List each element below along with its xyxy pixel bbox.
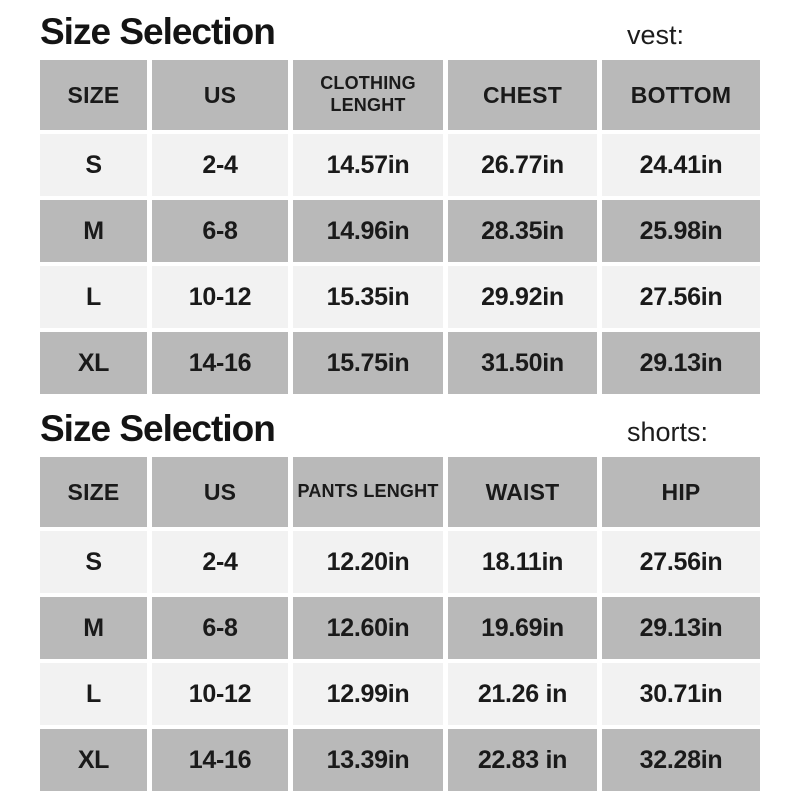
measurement-cell: 12.60in: [293, 597, 443, 659]
measurement-cell: 10-12: [152, 663, 288, 725]
measurement-cell: 31.50in: [448, 332, 597, 394]
size-label-cell: M: [40, 200, 147, 262]
measurement-cell: 30.71in: [602, 663, 760, 725]
measurement-cell: 29.13in: [602, 597, 760, 659]
shorts-size-section: Size Selection shorts: SIZE US PANTS LENGH…: [40, 407, 760, 791]
column-header: SIZE: [40, 457, 147, 527]
measurement-cell: 2-4: [152, 531, 288, 593]
size-label-cell: L: [40, 663, 147, 725]
column-header: HIP: [602, 457, 760, 527]
shorts-section-header: Size Selection shorts:: [40, 407, 760, 450]
measurement-cell: 2-4: [152, 134, 288, 196]
column-header: CLOTHING LENGHT: [293, 60, 443, 130]
measurement-cell: 14-16: [152, 729, 288, 791]
shorts-size-table: SIZE US PANTS LENGHT WAIST HIP S 2-4 12.20in 18.…: [40, 457, 760, 791]
column-header: WAIST: [448, 457, 597, 527]
vest-section-header: Size Selection vest:: [40, 10, 760, 53]
column-header: US: [152, 60, 288, 130]
measurement-cell: 25.98in: [602, 200, 760, 262]
measurement-cell: 29.92in: [448, 266, 597, 328]
size-label-cell: M: [40, 597, 147, 659]
size-label-cell: XL: [40, 332, 147, 394]
garment-label-vest: vest:: [627, 20, 685, 50]
measurement-cell: 10-12: [152, 266, 288, 328]
section-title: Size Selection: [40, 11, 276, 52]
measurement-cell: 14-16: [152, 332, 288, 394]
measurement-cell: 27.56in: [602, 531, 760, 593]
measurement-cell: 6-8: [152, 597, 288, 659]
measurement-cell: 6-8: [152, 200, 288, 262]
measurement-cell: 14.57in: [293, 134, 443, 196]
measurement-cell: 32.28in: [602, 729, 760, 791]
measurement-cell: 24.41in: [602, 134, 760, 196]
measurement-cell: 29.13in: [602, 332, 760, 394]
section-title: Size Selection: [40, 408, 276, 449]
measurement-cell: 15.35in: [293, 266, 443, 328]
measurement-cell: 12.20in: [293, 531, 443, 593]
column-header: PANTS LENGHT: [293, 457, 443, 527]
measurement-cell: 15.75in: [293, 332, 443, 394]
measurement-cell: 26.77in: [448, 134, 597, 196]
measurement-cell: 28.35in: [448, 200, 597, 262]
column-header: CHEST: [448, 60, 597, 130]
size-label-cell: S: [40, 134, 147, 196]
measurement-cell: 21.26 in: [448, 663, 597, 725]
column-header: SIZE: [40, 60, 147, 130]
measurement-cell: 18.11in: [448, 531, 597, 593]
size-label-cell: L: [40, 266, 147, 328]
measurement-cell: 19.69in: [448, 597, 597, 659]
column-header: US: [152, 457, 288, 527]
measurement-cell: 13.39in: [293, 729, 443, 791]
size-label-cell: XL: [40, 729, 147, 791]
size-label-cell: S: [40, 531, 147, 593]
measurement-cell: 12.99in: [293, 663, 443, 725]
measurement-cell: 27.56in: [602, 266, 760, 328]
measurement-cell: 22.83 in: [448, 729, 597, 791]
measurement-cell: 14.96in: [293, 200, 443, 262]
vest-size-section: Size Selection vest: SIZE US CLOTHING LENG…: [40, 10, 760, 394]
garment-label-shorts: shorts:: [627, 417, 709, 447]
column-header: BOTTOM: [602, 60, 760, 130]
vest-size-table: SIZE US CLOTHING LENGHT CHEST BOTTOM S 2-4 14.5…: [40, 60, 760, 394]
